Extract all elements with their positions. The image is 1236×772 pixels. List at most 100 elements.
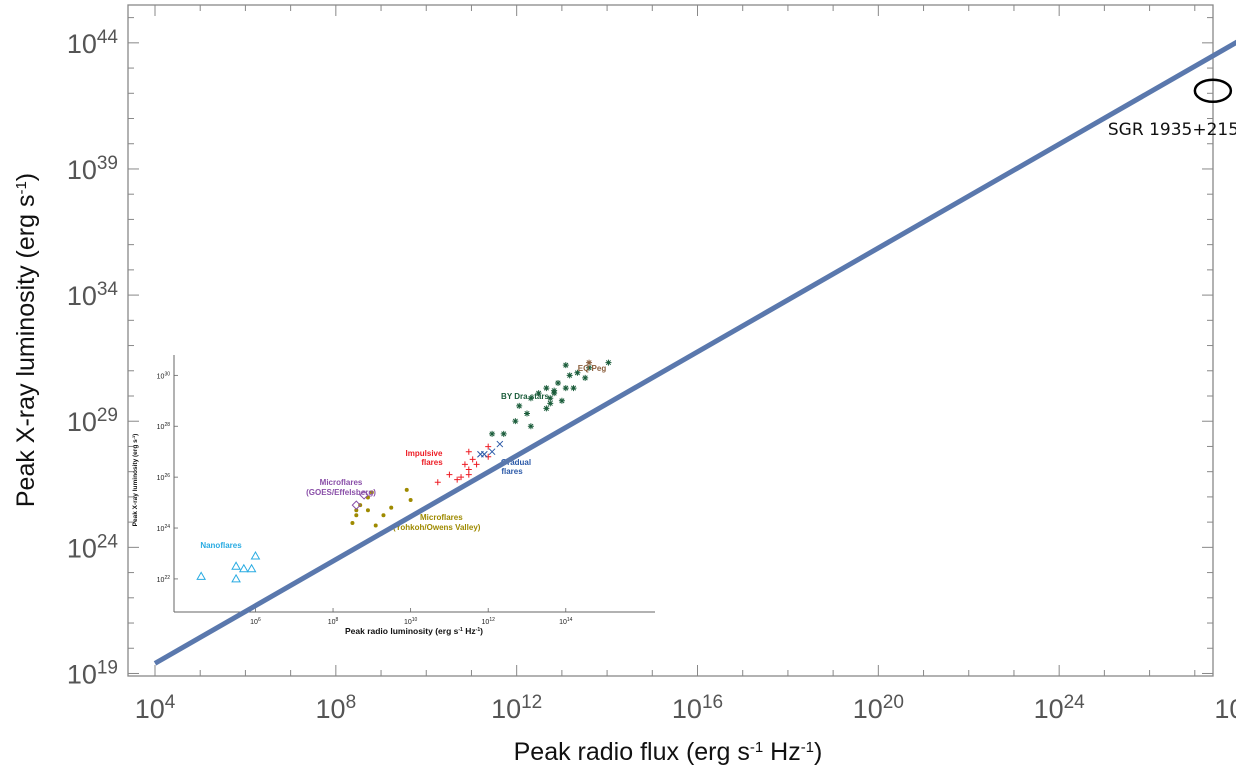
inset-point-by-dra-stars — [558, 397, 565, 404]
inset-point-by-dra-stars — [547, 400, 554, 407]
inset-y-tick-label: 1026 — [157, 473, 171, 482]
sgr-marker-ellipse — [1193, 78, 1233, 104]
main-x-tick-label: 1020 — [853, 692, 904, 725]
inset-point-by-dra-stars — [516, 402, 523, 409]
inset-point-by-dra-stars — [535, 390, 542, 397]
inset-point-impulsive-flares — [485, 453, 492, 460]
inset-points — [196, 359, 612, 583]
inset-point-by-dra-stars — [527, 423, 534, 430]
sgr-annotation-label: SGR 1935+2154 — [1108, 120, 1236, 140]
inset-point-microflares-yohkoh-owens-valley — [408, 498, 413, 503]
inset-point-nanoflares — [196, 571, 207, 580]
inset-point-nanoflares — [231, 573, 241, 583]
inset-group-label-impulsive-flares: flares — [421, 458, 443, 467]
inset-point-by-dra-stars — [562, 362, 569, 369]
inset-point-microflares-yohkoh-owens-valley — [350, 520, 355, 525]
main-y-tick-label: 1044 — [67, 26, 119, 59]
inset-point-by-dra-stars — [523, 410, 530, 417]
main-y-tick-label: 1024 — [67, 531, 119, 564]
inset-group-label-gradual-flares: flares — [501, 467, 523, 476]
inset-point-impulsive-flares — [446, 471, 453, 478]
inset-x-tick-label: 1012 — [482, 617, 496, 626]
inset-point-nanoflares — [231, 561, 241, 570]
inset-group-label-microflares-goes-effelsberg: (GOES/Effelsberg) — [306, 488, 376, 497]
inset-y-axis-title: Peak X-ray luminosity (erg s-1) — [131, 434, 140, 527]
inset-point-by-dra-stars — [586, 364, 593, 371]
main-x-tick-label: 108 — [316, 692, 357, 725]
inset-point-by-dra-stars — [527, 395, 534, 402]
main-plot-frame — [127, 4, 1214, 677]
inset-point-eq-peg — [586, 359, 593, 366]
inset-group-label-microflares-yohkoh-owens-valley: Microflares — [420, 513, 463, 522]
inset-point-by-dra-stars — [566, 372, 573, 379]
inset-point-microflares-yohkoh-owens-valley — [381, 513, 386, 518]
main-fit-line — [153, 39, 1236, 666]
inset-point-microflares-yohkoh-owens-valley — [369, 490, 374, 495]
main-x-tick-label: 1028 — [1214, 692, 1236, 725]
inset-point-impulsive-flares — [465, 471, 472, 478]
inset-point-by-dra-stars — [551, 387, 558, 394]
inset-group-label-nanoflares: Nanoflares — [200, 541, 242, 550]
inset-point-gradual-flares — [480, 450, 488, 458]
inset-chart: 106 108 1010 1012 1014 1022 1024 1026 1028 1030 N… — [131, 355, 655, 636]
inset-x-tick-label: 108 — [328, 617, 339, 626]
inset-tick-labels: 106 108 1010 1012 1014 1022 1024 1026 1028 1030 — [157, 371, 573, 626]
inset-point-microflares-yohkoh-owens-valley — [354, 513, 359, 518]
inset-point-impulsive-flares — [434, 479, 441, 486]
inset-axis-ticks — [174, 374, 567, 612]
inset-y-tick-label: 1028 — [157, 422, 171, 431]
inset-point-by-dra-stars — [605, 359, 612, 366]
inset-point-impulsive-flares — [469, 456, 476, 463]
inset-point-nanoflares — [246, 563, 257, 573]
inset-point-by-dra-stars — [574, 369, 581, 376]
inset-point-microflares-yohkoh-owens-valley — [373, 523, 378, 528]
main-x-tick-label: 1016 — [672, 692, 723, 725]
inset-point-microflares-yohkoh-owens-valley — [354, 508, 359, 513]
inset-x-tick-label: 1010 — [404, 617, 418, 626]
inset-x-tick-label: 1014 — [559, 617, 573, 626]
inset-point-by-dra-stars — [543, 385, 550, 392]
inset-group-label-microflares-goes-effelsberg: Microflares — [320, 478, 363, 487]
inset-x-tick-label: 106 — [250, 617, 261, 626]
main-y-tick-label: 1029 — [67, 405, 118, 438]
main-x-tick-label: 1024 — [1034, 692, 1086, 725]
inset-point-by-dra-stars — [489, 430, 496, 437]
inset-y-tick-label: 1024 — [157, 524, 171, 533]
inset-point-by-dra-stars — [512, 418, 519, 425]
main-x-tick-label: 1012 — [491, 692, 542, 725]
main-y-axis-title: Peak X-ray luminosity (erg s-1) — [12, 173, 40, 507]
inset-point-nanoflares — [238, 563, 249, 573]
main-y-tick-label: 1019 — [67, 657, 118, 690]
inset-group-label-by-dra-stars: BY Dra stars — [501, 392, 549, 401]
inset-point-gradual-flares — [488, 448, 496, 456]
inset-point-impulsive-flares — [485, 443, 492, 450]
inset-point-microflares-goes-effelsberg — [359, 490, 369, 500]
inset-point-nanoflares — [250, 551, 261, 560]
inset-point-by-dra-stars — [555, 379, 562, 386]
inset-group-label-gradual-flares: Gradual — [501, 458, 531, 467]
inset-group-label-eq-peg: EQ Peg — [578, 364, 607, 373]
main-y-tick-label: 1039 — [67, 152, 118, 185]
main-x-tick-label: 104 — [135, 692, 176, 725]
inset-point-by-dra-stars — [500, 430, 507, 437]
main-tick-labels: 104 108 1012 1016 1020 1024 1028 1019 1024 1029 10… — [67, 26, 1236, 724]
inset-group-label-microflares-yohkoh-owens-valley: (Yohkoh/Owens Valley) — [393, 523, 481, 532]
inset-group-label-impulsive-flares: Impulsive — [406, 449, 443, 458]
main-y-tick-label: 1034 — [67, 279, 119, 312]
inset-point-by-dra-stars — [547, 395, 554, 402]
inset-point-impulsive-flares — [461, 461, 468, 468]
inset-point-microflares-goes-effelsberg — [351, 500, 362, 510]
inset-point-by-dra-stars — [570, 385, 577, 392]
inset-x-axis-title: Peak radio luminosity (erg s-1 Hz-1) — [345, 626, 483, 636]
inset-y-tick-label: 1022 — [157, 575, 171, 584]
inset-point-impulsive-flares — [458, 474, 465, 481]
inset-point-microflares-yohkoh-owens-valley — [404, 487, 409, 492]
inset-point-gradual-flares — [496, 440, 504, 448]
inset-point-by-dra-stars — [543, 405, 550, 412]
main-x-axis-title: Peak radio flux (erg s-1 Hz-1) — [514, 738, 823, 766]
inset-point-by-dra-stars — [582, 374, 589, 381]
inset-point-impulsive-flares — [465, 448, 472, 455]
inset-point-microflares-yohkoh-owens-valley — [389, 505, 394, 510]
